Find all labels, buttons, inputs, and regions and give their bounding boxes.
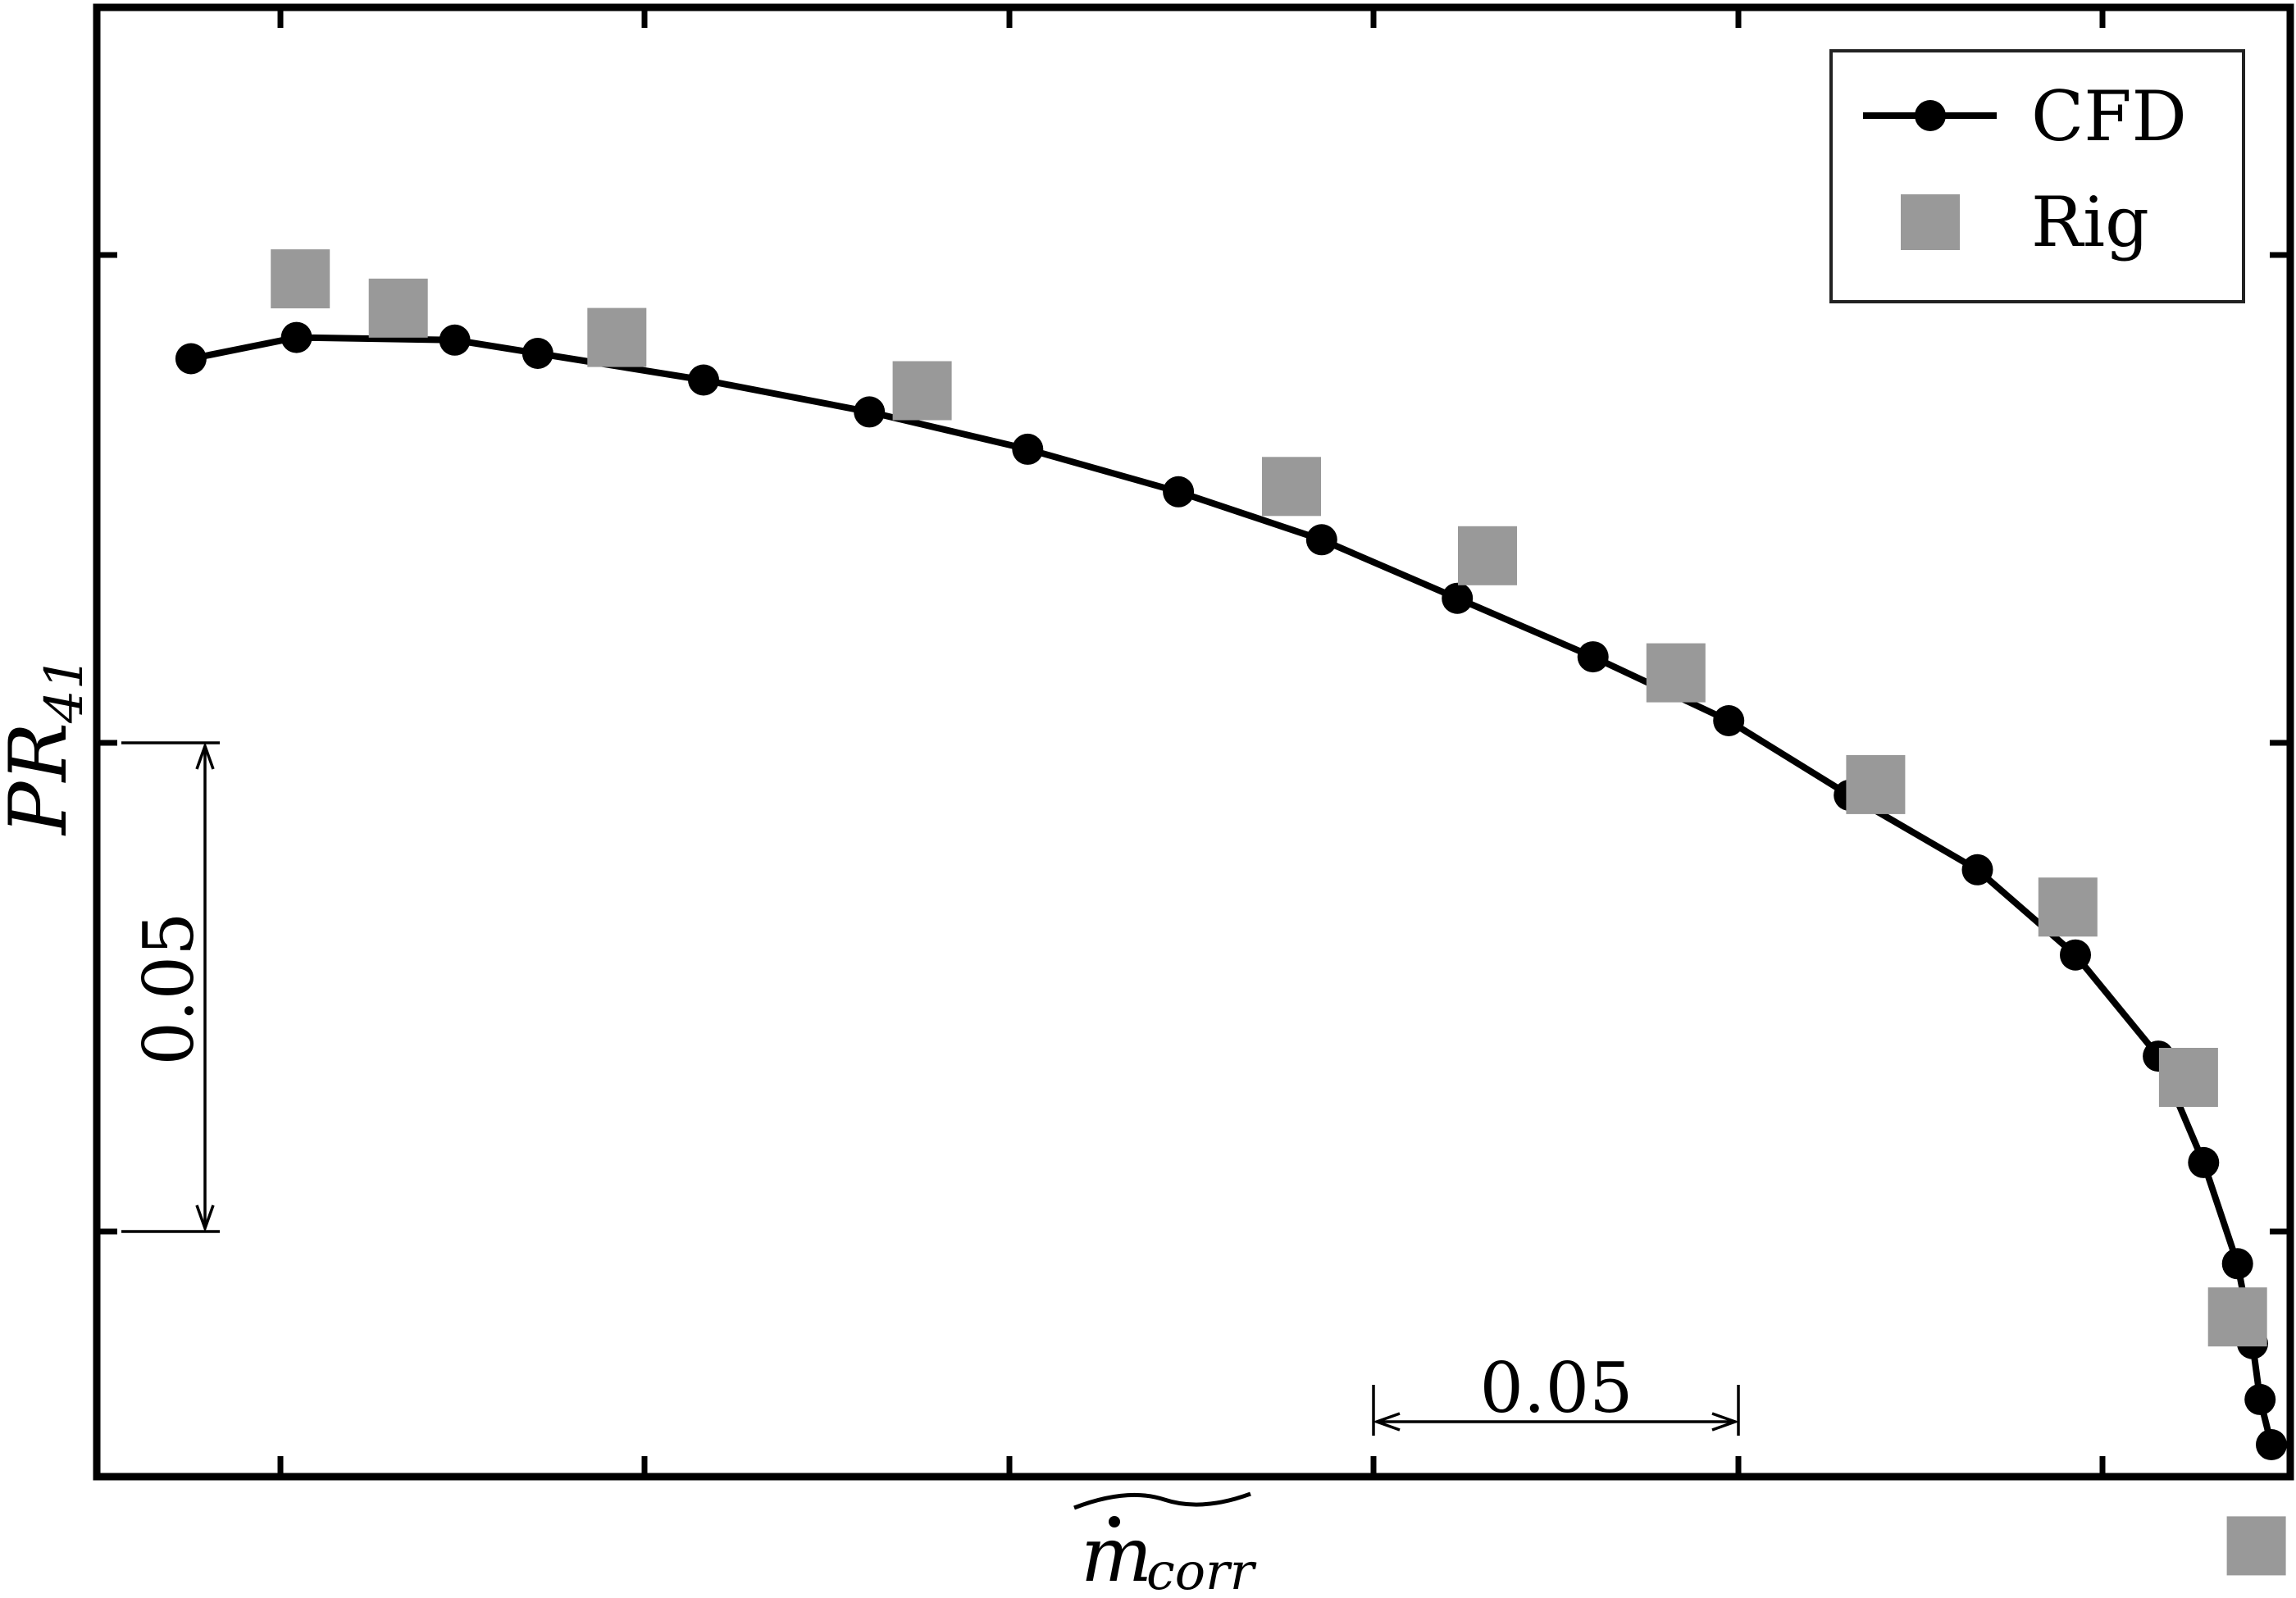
cfd-point [688, 364, 719, 396]
y-axis-label-main: PR [0, 722, 84, 836]
cfd-point [1577, 641, 1609, 673]
legend-cfd-marker [1915, 100, 1946, 131]
x-axis-label: m corr [1073, 1491, 1257, 1598]
cfd-point [2256, 1429, 2287, 1460]
legend-rig-marker [1901, 194, 1960, 250]
y-scale-arrowhead-top [195, 741, 215, 770]
x-scale-label: 0.05 [1479, 1348, 1633, 1428]
rig-point [2038, 877, 2098, 937]
cfd-point [2244, 1383, 2276, 1415]
y-scale-label: 0.05 [129, 912, 209, 1065]
rig-point [892, 361, 952, 421]
y-scale-arrowhead-bottom [195, 1204, 215, 1233]
legend-box [1829, 49, 2245, 303]
rig-point [1262, 457, 1321, 517]
rig-point [2226, 1516, 2286, 1576]
cfd-point [1163, 476, 1195, 508]
cfd-point [522, 338, 554, 369]
rig-point [1646, 643, 1706, 703]
x-ticks-top [277, 7, 2106, 28]
rig-point [2207, 1287, 2267, 1347]
rig-point [1458, 526, 1517, 585]
rig-series [271, 249, 2286, 1576]
rig-point [1846, 754, 1906, 814]
cfd-point [1961, 854, 1993, 886]
y-ticks-right [2270, 252, 2290, 1235]
cfd-point [2221, 1248, 2253, 1280]
rig-point [587, 307, 647, 367]
y-axis-label-sub: 41 [34, 657, 95, 724]
x-scale-annotation: 0.05 [1372, 1348, 1740, 1436]
cfd-point [2188, 1146, 2220, 1178]
y-axis-label: PR 41 [0, 657, 95, 836]
rig-point [368, 278, 428, 338]
rig-point [2158, 1048, 2218, 1107]
legend-cfd-label: CFD [2031, 76, 2187, 157]
cfd-point [1012, 433, 1044, 465]
cfd-point [280, 321, 312, 353]
y-scale-annotation: 0.05 [121, 741, 220, 1233]
cfd-point [854, 396, 886, 428]
cfd-point [2060, 939, 2091, 971]
legend: CFD Rig [1829, 49, 2245, 303]
x-scale-arrowhead-left [1372, 1412, 1401, 1432]
cfd-point [439, 324, 471, 356]
cfd-point [175, 343, 207, 375]
legend-rig-label: Rig [2031, 182, 2149, 262]
rig-point [271, 249, 330, 309]
x-axis-label-dot [1109, 1516, 1120, 1527]
x-scale-arrowhead-right [1711, 1412, 1740, 1432]
x-axis-label-tilde [1073, 1491, 1251, 1510]
x-axis-label-sub: corr [1146, 1541, 1257, 1594]
cfd-point [1305, 524, 1337, 556]
cfd-point [1442, 582, 1474, 614]
y-ticks-left [97, 252, 117, 1235]
cfd-point [1713, 705, 1745, 736]
x-ticks-bottom [277, 1456, 2106, 1477]
